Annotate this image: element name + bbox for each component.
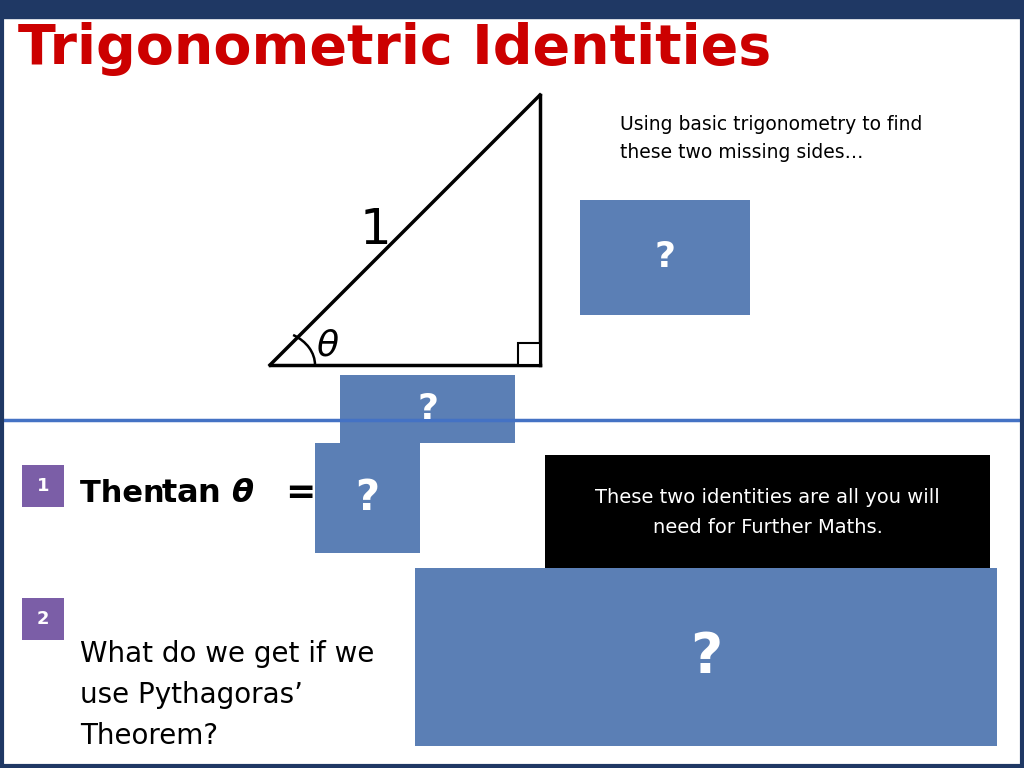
- Text: Using basic trigonometry to find
these two missing sides…: Using basic trigonometry to find these t…: [620, 115, 923, 162]
- Text: These two identities are all you will
need for Further Maths.: These two identities are all you will ne…: [595, 488, 940, 537]
- Text: $\mathbf{tan}\ \boldsymbol{\theta}$: $\mathbf{tan}\ \boldsymbol{\theta}$: [161, 478, 254, 508]
- Bar: [518, 343, 540, 365]
- Text: 2: 2: [37, 610, 49, 628]
- Bar: [340, 375, 515, 443]
- Bar: [22, 465, 63, 507]
- Text: ?: ?: [417, 392, 438, 426]
- Bar: [315, 443, 420, 553]
- Text: ?: ?: [355, 477, 380, 519]
- Bar: [22, 598, 63, 640]
- Bar: [415, 568, 997, 746]
- Text: ?: ?: [690, 630, 722, 684]
- Text: 1: 1: [37, 477, 49, 495]
- Text: 1: 1: [359, 206, 391, 254]
- Text: $\theta$: $\theta$: [316, 328, 340, 362]
- Text: Then: Then: [80, 478, 175, 508]
- Text: ?: ?: [654, 240, 676, 274]
- Bar: [580, 200, 750, 315]
- Text: Trigonometric Identities: Trigonometric Identities: [18, 22, 771, 76]
- Text: =: =: [285, 476, 315, 510]
- Text: What do we get if we
use Pythagoras’
Theorem?: What do we get if we use Pythagoras’ The…: [80, 640, 375, 750]
- Bar: [545, 455, 990, 570]
- Bar: [0, 0, 1024, 18]
